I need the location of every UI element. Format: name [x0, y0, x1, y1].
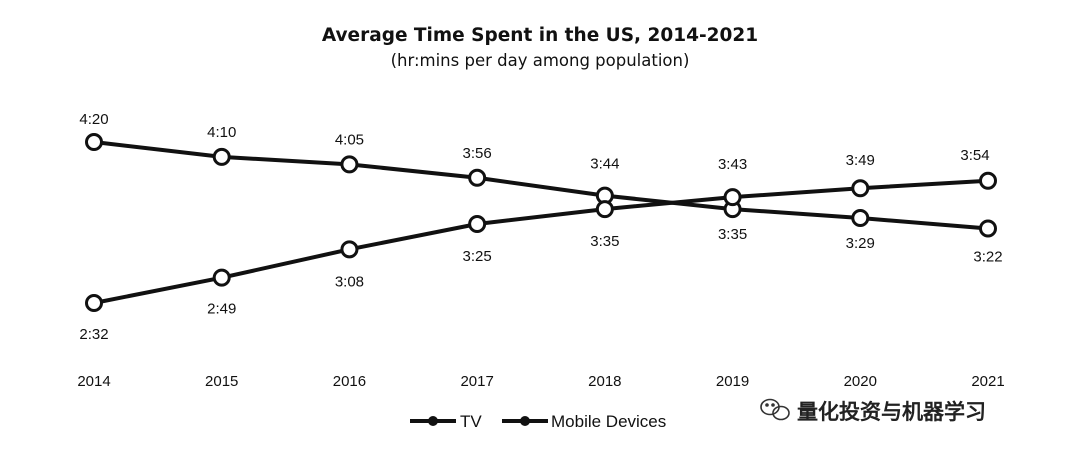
data-label-mobile-devices-2016: 3:08: [335, 273, 364, 290]
x-tick-label-2017: 2017: [460, 373, 493, 390]
wechat-icon: [760, 398, 790, 421]
legend-label-mobile-devices: Mobile Devices: [551, 412, 666, 431]
data-label-tv-2015: 4:10: [207, 124, 236, 141]
data-point-tv-2014: [85, 133, 103, 151]
legend-item-tv: TV: [410, 412, 482, 431]
x-tick-label-2020: 2020: [844, 373, 877, 390]
x-tick-label-2015: 2015: [205, 373, 238, 390]
data-label-tv-2018: 3:44: [590, 156, 619, 173]
x-tick-label-2016: 2016: [333, 373, 366, 390]
x-tick-label-2018: 2018: [588, 373, 621, 390]
legend-marker-tv: [428, 416, 438, 426]
data-point-tv-2020: [851, 209, 870, 228]
chart-title: Average Time Spent in the US, 2014-2021: [322, 25, 758, 46]
data-point-tv-2021: [979, 219, 997, 238]
legend-marker-mobile-devices: [520, 416, 530, 426]
data-label-mobile-devices-2015: 2:49: [207, 301, 236, 318]
data-label-mobile-devices-2014: 2:32: [79, 326, 108, 343]
x-tick-label-2014: 2014: [77, 373, 110, 390]
data-point-mobile-devices-2016: [340, 240, 359, 259]
data-label-tv-2019: 3:35: [718, 226, 747, 243]
series-layer: 4:20 4:10 4:05 3:56 3:44 3:35 3:29 3:22 2:32 2:49…: [79, 111, 1002, 343]
data-point-tv-2016: [340, 155, 359, 174]
x-axis-ticks: 2014 2015 2016 2017 2018 2019 2020 2021: [77, 373, 1004, 390]
watermark: 量化投资与机器学习: [760, 398, 986, 424]
legend: TV Mobile Devices: [410, 412, 666, 431]
data-point-mobile-devices-2019: [723, 188, 742, 207]
legend-item-mobile-devices: Mobile Devices: [502, 412, 666, 431]
series-mobile-devices: 2:32 2:49 3:08 3:25 3:35 3:43 3:49 3:54: [79, 147, 997, 343]
series-line-tv: [93, 140, 989, 231]
data-label-mobile-devices-2019: 3:43: [718, 156, 747, 173]
data-label-mobile-devices-2018: 3:35: [590, 233, 619, 250]
data-point-mobile-devices-2020: [851, 179, 870, 198]
data-label-tv-2016: 4:05: [335, 131, 364, 148]
data-point-mobile-devices-2018: [595, 200, 614, 219]
watermark-text: 量化投资与机器学习: [797, 400, 986, 424]
data-point-mobile-devices-2021: [979, 171, 997, 190]
data-label-mobile-devices-2021: 3:54: [960, 147, 989, 164]
x-tick-label-2021: 2021: [971, 373, 1004, 390]
series-line-mobile-devices: [93, 178, 989, 305]
data-label-tv-2020: 3:29: [846, 235, 875, 252]
x-tick-label-2019: 2019: [716, 373, 749, 390]
data-label-mobile-devices-2020: 3:49: [846, 152, 875, 169]
data-point-mobile-devices-2014: [85, 294, 103, 312]
chart-subtitle: (hr:mins per day among population): [391, 51, 690, 70]
legend-label-tv: TV: [460, 412, 482, 431]
series-tv: 4:20 4:10 4:05 3:56 3:44 3:35 3:29 3:22: [79, 111, 1002, 265]
data-point-tv-2017: [468, 168, 487, 187]
data-label-mobile-devices-2017: 3:25: [463, 248, 492, 265]
data-label-tv-2021: 3:22: [973, 248, 1002, 265]
data-label-tv-2017: 3:56: [463, 145, 492, 162]
data-point-mobile-devices-2015: [212, 268, 231, 287]
data-point-mobile-devices-2017: [468, 214, 487, 233]
data-label-tv-2014: 4:20: [79, 111, 108, 128]
data-point-tv-2015: [212, 147, 231, 166]
